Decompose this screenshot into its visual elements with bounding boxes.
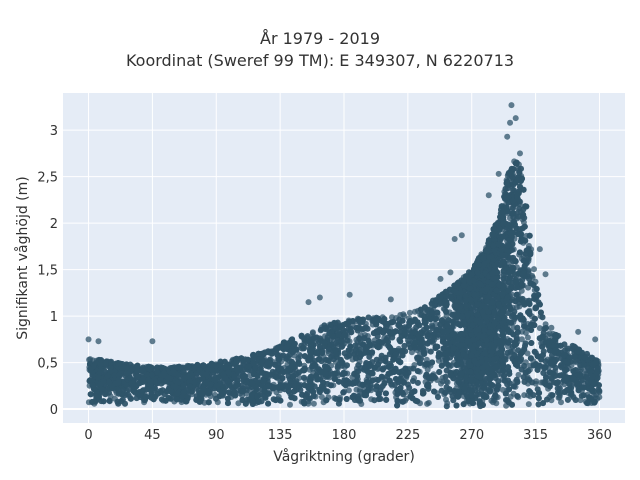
data-point (438, 380, 444, 387)
data-point (521, 392, 528, 399)
data-point (558, 399, 564, 406)
chart-title: År 1979 - 2019 (260, 29, 380, 48)
data-point (309, 330, 316, 337)
data-point (297, 353, 304, 360)
data-point (235, 400, 242, 407)
data-point (524, 350, 531, 357)
data-point (490, 399, 496, 406)
data-point (424, 366, 431, 373)
data-point (318, 394, 325, 400)
data-point (401, 313, 408, 319)
data-point (525, 401, 532, 408)
chart-subtitle: Koordinat (Sweref 99 TM): E 349307, N 62… (125, 51, 515, 70)
data-points (85, 102, 603, 410)
data-point (515, 371, 522, 378)
data-point (408, 349, 415, 356)
data-point (345, 387, 352, 394)
data-point (531, 266, 537, 273)
data-point (546, 330, 553, 337)
data-point (443, 378, 450, 385)
data-point (548, 324, 555, 331)
data-point (525, 267, 532, 274)
data-point (310, 400, 317, 407)
data-point (406, 309, 413, 316)
data-point (524, 334, 531, 341)
data-point (424, 400, 431, 407)
data-point (287, 401, 293, 408)
data-point (353, 386, 360, 393)
data-point (518, 336, 525, 343)
data-point (518, 287, 525, 294)
data-point (536, 325, 543, 332)
